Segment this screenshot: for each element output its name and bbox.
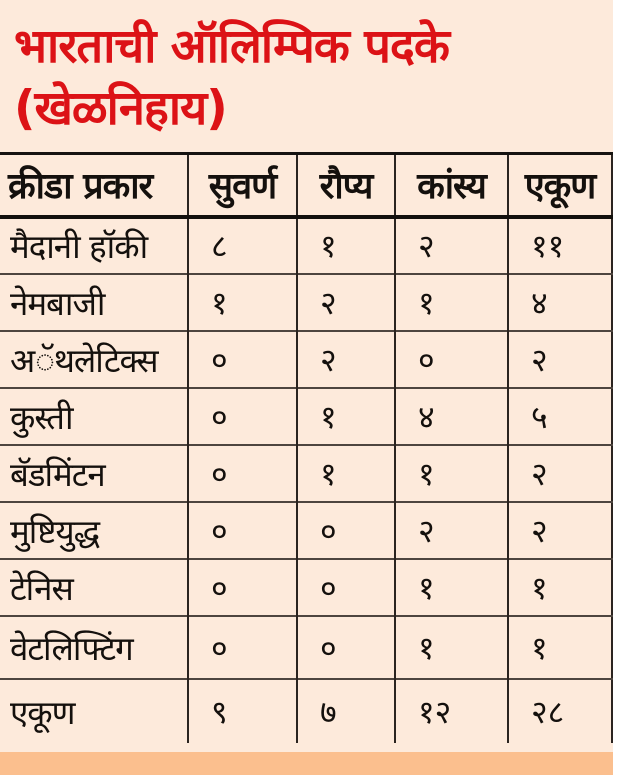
gold-count-cell: ०: [187, 615, 297, 679]
silver-count-cell: १: [296, 444, 395, 502]
total-count-cell: ५: [507, 387, 612, 445]
sport-name-cell: कुस्ती: [10, 397, 74, 437]
gold-count-cell: ०: [187, 558, 297, 616]
bronze-count-cell: १: [394, 444, 508, 502]
bronze-count-cell: १२: [394, 678, 508, 743]
gold-count-cell: ०: [187, 387, 297, 445]
bronze-count-cell: २: [394, 501, 508, 559]
total-count-cell: ४: [507, 273, 612, 331]
table-row-tennis: टेनिस ० ० १ १: [0, 558, 612, 616]
sport-name-cell: मुष्टियुद्ध: [10, 511, 100, 551]
bottom-accent-strip: [0, 752, 613, 775]
column-header-sport: क्रीडा प्रकार: [8, 166, 153, 208]
gold-count-cell: १: [187, 273, 297, 331]
table-row-badminton: बॅडमिंटन ० १ १ २: [0, 444, 612, 502]
sport-name-cell: बॅडमिंटन: [10, 454, 106, 494]
column-header-total: एकूण: [507, 153, 612, 217]
column-header-bronze: कांस्य: [394, 153, 508, 217]
title-line-2: (खेळनिहाय): [14, 81, 228, 136]
table-row-wrestling: कुस्ती ० १ ४ ५: [0, 387, 612, 445]
bronze-count-cell: १: [394, 273, 508, 331]
bronze-count-cell: ४: [394, 387, 508, 445]
silver-count-cell: ०: [296, 558, 395, 616]
title-line-1: भारताची ऑलिम्पिक पदके: [14, 19, 450, 74]
medals-table: क्रीडा प्रकार सुवर्ण रौप्य कांस्य एकूण म…: [0, 152, 613, 743]
total-count-cell: २८: [507, 678, 612, 743]
page-title: भारताची ऑलिम्पिक पदके (खेळनिहाय): [0, 0, 613, 152]
sport-name-cell: एकूण: [10, 692, 75, 732]
sport-name-cell: अॅथलेटिक्स: [10, 340, 159, 380]
bronze-count-cell: २: [394, 216, 508, 274]
sport-name-cell: वेटलिफ्टिंग: [10, 628, 134, 668]
sport-name-cell: मैदानी हॉकी: [10, 227, 148, 266]
table-header-row: क्रीडा प्रकार सुवर्ण रौप्य कांस्य एकूण: [0, 153, 612, 217]
bronze-count-cell: १: [394, 615, 508, 679]
table-row-athletics: अॅथलेटिक्स ० २ ० २: [0, 330, 612, 388]
gold-count-cell: ०: [187, 501, 297, 559]
bronze-count-cell: ०: [394, 330, 508, 388]
total-count-cell: १: [507, 615, 612, 679]
table-row-shooting: नेमबाजी १ २ १ ४: [0, 273, 612, 331]
column-header-silver: रौप्य: [296, 153, 395, 217]
gold-count-cell: ९: [187, 678, 297, 743]
sport-name-cell: टेनिस: [10, 568, 74, 608]
gold-count-cell: ०: [187, 330, 297, 388]
silver-count-cell: ७: [296, 678, 395, 743]
silver-count-cell: २: [296, 273, 395, 331]
silver-count-cell: ०: [296, 501, 395, 559]
table-row-field-hockey: मैदानी हॉकी ८ १ २ ११: [0, 216, 612, 274]
table-row-weightlifting: वेटलिफ्टिंग ० ० १ १: [0, 615, 612, 679]
total-count-cell: ११: [507, 216, 612, 274]
silver-count-cell: १: [296, 216, 395, 274]
total-count-cell: २: [507, 330, 612, 388]
gold-count-cell: ०: [187, 444, 297, 502]
total-count-cell: २: [507, 501, 612, 559]
silver-count-cell: २: [296, 330, 395, 388]
total-count-cell: २: [507, 444, 612, 502]
silver-count-cell: ०: [296, 615, 395, 679]
bronze-count-cell: १: [394, 558, 508, 616]
table-row-grand-total: एकूण ९ ७ १२ २८: [0, 678, 612, 743]
table-row-boxing: मुष्टियुद्ध ० ० २ २: [0, 501, 612, 559]
total-count-cell: १: [507, 558, 612, 616]
right-margin-gutter: [613, 0, 618, 775]
gold-count-cell: ८: [187, 216, 297, 274]
sport-name-cell: नेमबाजी: [10, 283, 105, 323]
column-header-gold: सुवर्ण: [187, 153, 297, 217]
silver-count-cell: १: [296, 387, 395, 445]
